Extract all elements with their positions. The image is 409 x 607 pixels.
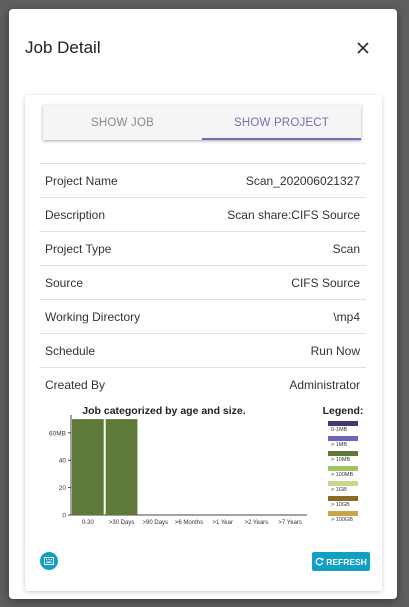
detail-row-working-directory: Working Directory \mp4 <box>39 300 366 334</box>
detail-label: Project Type <box>45 241 112 256</box>
detail-row-project-name: Project Name Scan_202006021327 <box>39 164 366 198</box>
legend-label: > 1MB <box>331 442 347 448</box>
keyboard-icon <box>44 557 54 565</box>
tab-show-job[interactable]: SHOW JOB <box>91 116 154 129</box>
legend-swatch <box>328 451 358 456</box>
legend-swatch <box>328 481 358 486</box>
detail-label: Description <box>45 207 106 222</box>
x-tick-label: >6 Months <box>175 520 203 526</box>
detail-row-source: Source CIFS Source <box>39 266 366 300</box>
legend-swatch <box>328 496 358 501</box>
detail-value: Scan <box>332 241 360 256</box>
detail-value: Scan share:CIFS Source <box>227 207 360 222</box>
bar <box>105 419 138 515</box>
bar <box>72 419 104 515</box>
y-tick-label: 60MB <box>49 430 66 437</box>
tab-show-project[interactable]: SHOW PROJECT <box>202 105 361 140</box>
y-tick-label: 0 <box>62 513 66 520</box>
detail-value: Administrator <box>289 377 360 392</box>
legend-swatch <box>328 511 358 516</box>
project-details: Project Name Scan_202006021327 Descripti… <box>39 163 366 401</box>
job-detail-dialog: Job Detail SHOW JOB SHOW PROJECT Project… <box>9 9 397 599</box>
detail-label: Source <box>45 275 84 290</box>
detail-row-project-type: Project Type Scan <box>39 232 366 266</box>
detail-label: Working Directory <box>45 309 141 324</box>
detail-value: Run Now <box>310 343 360 358</box>
detail-value: CIFS Source <box>291 275 360 290</box>
x-tick-label: >90 Days <box>143 520 169 526</box>
legend-swatch <box>328 421 358 426</box>
x-tick-label: >7 Years <box>278 520 302 526</box>
legend-label: > 100GB <box>331 517 353 523</box>
y-tick-label: 40 <box>59 458 67 465</box>
legend-label: > 10MB <box>331 457 350 463</box>
legend-label: > 100MB <box>331 472 353 478</box>
dialog-title: Job Detail <box>25 38 101 57</box>
detail-label: Schedule <box>45 343 96 358</box>
detail-label: Created By <box>45 377 106 392</box>
legend-swatch <box>328 466 358 471</box>
y-tick-label: 20 <box>59 485 67 492</box>
refresh-icon <box>315 557 324 566</box>
project-card: SHOW JOB SHOW PROJECT Project Name Scan_… <box>25 95 382 591</box>
legend-swatch <box>328 436 358 441</box>
x-tick-label: >30 Days <box>109 520 135 526</box>
age-size-chart: Job categorized by age and size. Legend:… <box>39 401 369 531</box>
refresh-label: REFRESH <box>326 556 367 567</box>
close-icon <box>357 42 369 54</box>
close-button[interactable] <box>352 37 374 59</box>
chart-title: Job categorized by age and size. <box>82 405 245 417</box>
x-tick-label: 0-30 <box>82 520 95 526</box>
detail-row-schedule: Schedule Run Now <box>39 334 366 368</box>
chart-svg: Job categorized by age and size. Legend:… <box>49 405 364 526</box>
view-tabs: SHOW JOB SHOW PROJECT <box>43 105 361 140</box>
legend-title: Legend: <box>323 405 364 417</box>
detail-label: Project Name <box>45 173 118 188</box>
detail-value: \mp4 <box>333 309 360 324</box>
table-view-button[interactable] <box>40 552 58 570</box>
detail-value: Scan_202006021327 <box>245 173 360 188</box>
x-tick-label: >1 Year <box>212 520 233 526</box>
legend-label: 0-1MB <box>331 427 348 433</box>
legend-label: > 10GB <box>331 502 350 508</box>
x-tick-label: >2 Years <box>245 520 269 526</box>
detail-row-created-by: Created By Administrator <box>39 368 366 401</box>
legend-label: > 1GB <box>331 487 347 493</box>
detail-row-description: Description Scan share:CIFS Source <box>39 198 366 232</box>
refresh-button[interactable]: REFRESH <box>312 552 370 571</box>
